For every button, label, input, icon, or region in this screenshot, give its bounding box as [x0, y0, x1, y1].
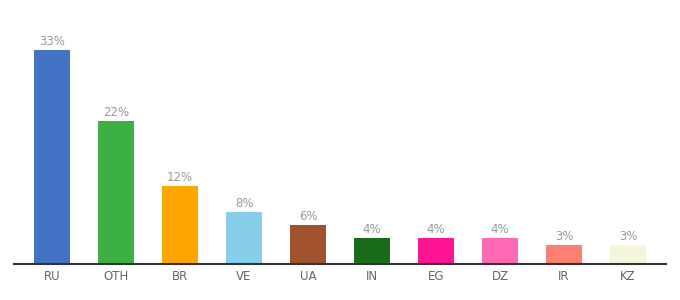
Text: 3%: 3% [555, 230, 573, 243]
Text: 4%: 4% [491, 223, 509, 236]
Bar [35, 50, 69, 264]
Text: 12%: 12% [167, 171, 193, 184]
Bar [226, 212, 262, 264]
Text: 22%: 22% [103, 106, 129, 119]
Bar [290, 225, 326, 264]
Bar [418, 238, 454, 264]
Text: 6%: 6% [299, 210, 318, 223]
Text: 8%: 8% [235, 197, 253, 210]
Text: 3%: 3% [619, 230, 637, 243]
Bar [99, 121, 133, 264]
Text: 4%: 4% [362, 223, 381, 236]
Bar [547, 244, 581, 264]
Text: 33%: 33% [39, 35, 65, 48]
Bar [354, 238, 390, 264]
Bar [482, 238, 517, 264]
Bar [611, 244, 645, 264]
Text: 4%: 4% [426, 223, 445, 236]
Bar [163, 186, 198, 264]
